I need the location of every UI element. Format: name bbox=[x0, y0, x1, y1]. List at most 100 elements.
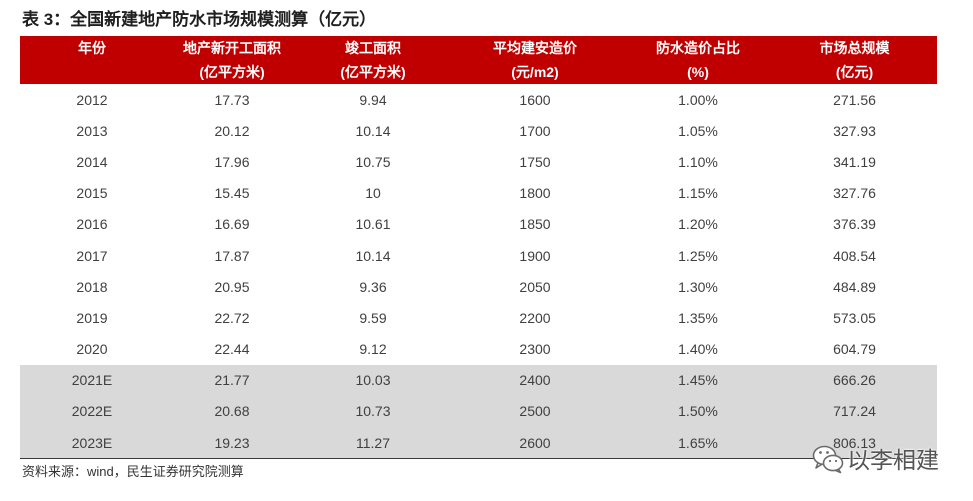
column-header-market-size: 市场总规模 (亿元) bbox=[772, 36, 937, 84]
wechat-icon bbox=[812, 445, 844, 474]
column-header-unit bbox=[20, 60, 164, 84]
completed-area-cell: 10.14 bbox=[355, 122, 391, 139]
column-header-label: 年份 bbox=[78, 40, 106, 56]
column-header-year: 年份 bbox=[20, 36, 164, 84]
year-cell: 2012 bbox=[76, 91, 108, 108]
market-size-cell: 271.56 bbox=[833, 91, 876, 108]
completed-area-cell: 9.12 bbox=[359, 341, 387, 358]
market-size-cell: 806.13 bbox=[772, 427, 937, 460]
table-row-estimate: 2021E 21.77 10.03 2400 1.45% 666.26 bbox=[20, 364, 937, 396]
new-start-area-cell: 20.68 bbox=[164, 395, 300, 428]
avg-construction-cost-cell: 1800 bbox=[519, 185, 551, 202]
market-size-cell: 484.89 bbox=[833, 278, 876, 295]
table-row: 2018 20.95 9.36 2050 1.30% 484.89 bbox=[20, 271, 937, 302]
column-header-waterproofing-cost-share: 防水造价占比 (%) bbox=[624, 36, 772, 84]
year-cell: 2016 bbox=[76, 216, 108, 233]
avg-construction-cost-cell: 2500 bbox=[446, 395, 624, 428]
market-size-cell: 717.24 bbox=[772, 395, 937, 428]
column-header-unit: (亿元) bbox=[835, 64, 874, 80]
waterproofing-cost-share-cell: 1.10% bbox=[678, 153, 718, 170]
market-size-cell: 327.93 bbox=[833, 122, 876, 139]
avg-construction-cost-cell: 1600 bbox=[519, 91, 551, 108]
completed-area-cell: 10 bbox=[365, 185, 381, 202]
header-row: 年份 地产新开工面积 (亿平方米) 竣工面积 (亿平方米) 平均建安造价 (元/… bbox=[20, 36, 937, 84]
year-cell: 2021E bbox=[20, 364, 164, 396]
table-row: 2015 15.45 10 1800 1.15% 327.76 bbox=[20, 178, 937, 209]
market-size-cell: 341.19 bbox=[833, 153, 876, 170]
completed-area-cell: 10.14 bbox=[355, 247, 391, 264]
avg-construction-cost-cell: 1700 bbox=[519, 122, 551, 139]
completed-area-cell: 10.61 bbox=[355, 216, 391, 233]
waterproofing-cost-share-cell: 1.40% bbox=[678, 341, 718, 358]
avg-construction-cost-cell: 2400 bbox=[446, 364, 624, 396]
table-row: 2014 17.96 10.75 1750 1.10% 341.19 bbox=[20, 146, 937, 177]
table-row: 2019 22.72 9.59 2200 1.35% 573.05 bbox=[20, 302, 937, 333]
column-header-unit: (元/m2) bbox=[511, 64, 559, 80]
new-start-area-cell: 16.69 bbox=[214, 216, 250, 233]
new-start-area-cell: 17.87 bbox=[214, 247, 250, 264]
new-start-area-cell: 20.12 bbox=[214, 122, 250, 139]
year-cell: 2014 bbox=[76, 153, 108, 170]
market-size-cell: 666.26 bbox=[772, 364, 937, 396]
column-header-unit: (%) bbox=[687, 64, 709, 80]
completed-area-cell: 9.94 bbox=[359, 91, 387, 108]
waterproofing-cost-share-cell: 1.00% bbox=[678, 91, 718, 108]
completed-area-cell: 9.36 bbox=[359, 278, 387, 295]
new-start-area-cell: 22.44 bbox=[214, 341, 250, 358]
column-header-new-start-area: 地产新开工面积 (亿平方米) bbox=[164, 36, 300, 84]
column-header-completed-area: 竣工面积 (亿平方米) bbox=[300, 36, 446, 84]
market-size-cell: 408.54 bbox=[833, 247, 876, 264]
completed-area-cell: 11.27 bbox=[300, 427, 446, 460]
column-header-avg-construction-cost: 平均建安造价 (元/m2) bbox=[446, 36, 624, 84]
avg-construction-cost-cell: 2600 bbox=[446, 427, 624, 460]
new-start-area-cell: 17.73 bbox=[214, 91, 250, 108]
new-start-area-cell: 15.45 bbox=[214, 185, 250, 202]
column-header-label: 防水造价占比 bbox=[656, 40, 740, 56]
waterproofing-cost-share-cell: 1.35% bbox=[678, 309, 718, 326]
year-cell: 2019 bbox=[76, 309, 108, 326]
market-size-cell: 376.39 bbox=[833, 216, 876, 233]
new-start-area-cell: 21.77 bbox=[164, 364, 300, 396]
column-header-label: 地产新开工面积 bbox=[183, 40, 281, 56]
market-size-table: 年份 地产新开工面积 (亿平方米) 竣工面积 (亿平方米) 平均建安造价 (元/… bbox=[20, 36, 937, 460]
completed-area-cell: 10.03 bbox=[300, 364, 446, 396]
avg-construction-cost-cell: 2300 bbox=[519, 341, 551, 358]
table-row-estimate: 2022E 20.68 10.73 2500 1.50% 717.24 bbox=[20, 395, 937, 428]
avg-construction-cost-cell: 2200 bbox=[519, 309, 551, 326]
year-cell: 2015 bbox=[76, 185, 108, 202]
avg-construction-cost-cell: 1900 bbox=[519, 247, 551, 264]
waterproofing-cost-share-cell: 1.15% bbox=[678, 185, 718, 202]
new-start-area-cell: 19.23 bbox=[164, 427, 300, 460]
column-header-unit: (亿平方米) bbox=[340, 64, 406, 80]
new-start-area-cell: 20.95 bbox=[214, 278, 250, 295]
year-cell: 2013 bbox=[76, 122, 108, 139]
waterproofing-cost-share-cell: 1.05% bbox=[678, 122, 718, 139]
table-row: 2017 17.87 10.14 1900 1.25% 408.54 bbox=[20, 240, 937, 271]
table-row: 2012 17.73 9.94 1600 1.00% 271.56 bbox=[20, 84, 937, 115]
new-start-area-cell: 22.72 bbox=[214, 309, 250, 326]
completed-area-cell: 10.73 bbox=[300, 395, 446, 428]
market-size-cell: 327.76 bbox=[833, 185, 876, 202]
avg-construction-cost-cell: 1850 bbox=[519, 216, 551, 233]
watermark-text: 以李相建 bbox=[847, 447, 939, 473]
waterproofing-cost-share-cell: 1.45% bbox=[624, 364, 772, 396]
year-cell: 2018 bbox=[76, 278, 108, 295]
completed-area-cell: 10.75 bbox=[355, 153, 391, 170]
table-title: 表 3：全国新建地产防水市场规模测算（亿元） bbox=[22, 10, 377, 29]
table-row: 2020 22.44 9.12 2300 1.40% 604.79 bbox=[20, 334, 937, 365]
waterproofing-cost-share-cell: 1.20% bbox=[678, 216, 718, 233]
table-row: 2013 20.12 10.14 1700 1.05% 327.93 bbox=[20, 115, 937, 146]
year-cell: 2022E bbox=[20, 395, 164, 428]
column-header-label: 市场总规模 bbox=[819, 40, 890, 56]
source-note: 资料来源：wind，民生证券研究院测算 bbox=[22, 464, 244, 479]
waterproofing-cost-share-cell: 1.65% bbox=[624, 427, 772, 460]
year-cell: 2023E bbox=[20, 427, 164, 460]
column-header-unit: (亿平方米) bbox=[199, 64, 265, 80]
waterproofing-cost-share-cell: 1.50% bbox=[624, 395, 772, 428]
market-size-cell: 573.05 bbox=[833, 309, 876, 326]
waterproofing-cost-share-cell: 1.30% bbox=[678, 278, 718, 295]
completed-area-cell: 9.59 bbox=[359, 309, 387, 326]
new-start-area-cell: 17.96 bbox=[214, 153, 250, 170]
avg-construction-cost-cell: 1750 bbox=[519, 153, 551, 170]
year-cell: 2020 bbox=[76, 341, 108, 358]
